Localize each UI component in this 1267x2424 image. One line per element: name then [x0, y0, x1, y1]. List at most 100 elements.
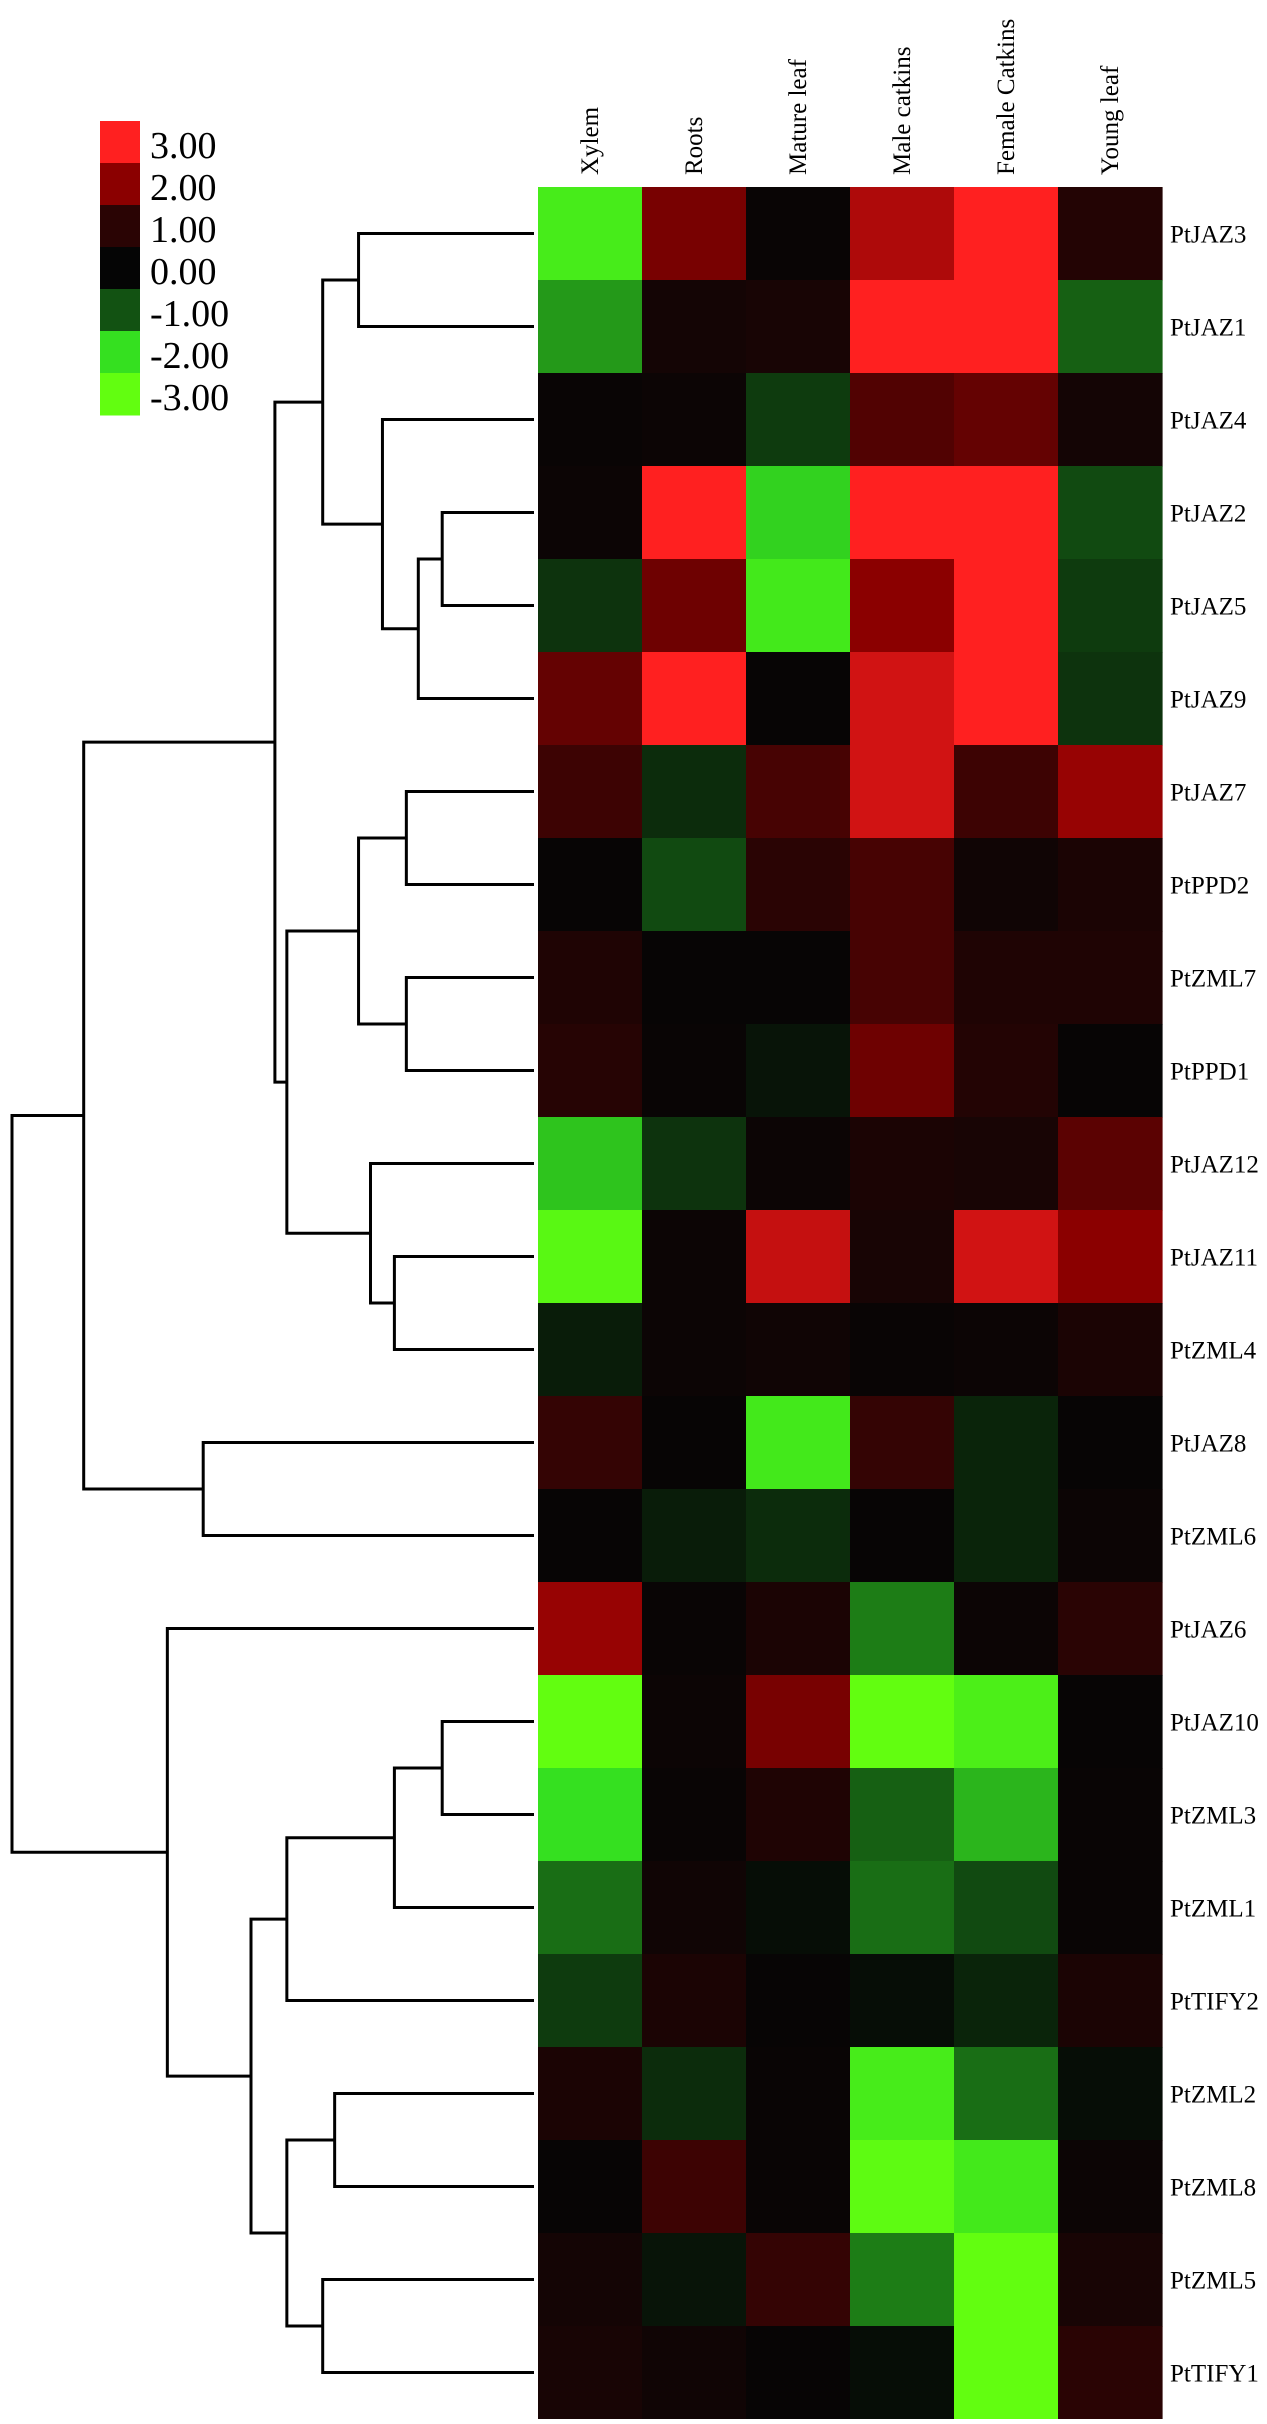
- heatmap-cell-pttify2-xylem: [538, 1954, 643, 2048]
- heatmap-cell-ptzml7-male-catkins: [850, 931, 955, 1025]
- heatmap-cell-ptzml3-female-catkins: [954, 1768, 1059, 1862]
- heatmap-cell-ptjaz3-male-catkins: [850, 187, 955, 281]
- heatmap-cell-ptjaz2-young-leaf: [1058, 466, 1163, 560]
- dendrogram-branch-20: [285, 2138, 335, 2328]
- heatmap-cell-ptjaz2-male-catkins: [850, 466, 955, 560]
- dendrogram-branch-7: [357, 836, 407, 1026]
- column-label-xylem: Xylem: [577, 106, 604, 175]
- heatmap-cell-ptppd2-young-leaf: [1058, 838, 1163, 932]
- heatmap-cell-ptzml8-male-catkins: [850, 2140, 955, 2234]
- dendrogram-branch-23: [10, 1114, 168, 1854]
- heatmap-cell-ptjaz7-xylem: [538, 745, 643, 839]
- heatmap-cell-pttify1-xylem: [538, 2326, 643, 2420]
- heatmap-cell-ptzml7-xylem: [538, 931, 643, 1025]
- heatmap-cell-ptjaz12-young-leaf: [1058, 1117, 1163, 1211]
- heatmap-cell-ptjaz10-xylem: [538, 1675, 643, 1769]
- row-label-ptzml8: PtZML8: [1170, 2175, 1256, 2202]
- heatmap-cell-pttify1-female-catkins: [954, 2326, 1059, 2420]
- heatmap-cell-ptzml6-young-leaf: [1058, 1489, 1163, 1583]
- heatmap-cell-pttify2-young-leaf: [1058, 1954, 1163, 2048]
- heatmap-cell-ptjaz12-mature-leaf: [746, 1117, 851, 1211]
- heatmap-cell-ptjaz6-xylem: [538, 1582, 643, 1676]
- dendrogram-branch-6: [404, 976, 534, 1072]
- dendrogram-branch-5: [404, 790, 534, 886]
- heatmap-cell-ptzml4-young-leaf: [1058, 1303, 1163, 1397]
- heatmap-cell-ptjaz1-mature-leaf: [746, 280, 851, 374]
- heatmap-cell-ptzml6-roots: [642, 1489, 747, 1583]
- heatmap-cell-ptzml8-young-leaf: [1058, 2140, 1163, 2234]
- heatmap-cell-ptjaz4-roots: [642, 373, 747, 467]
- heatmap-cell-ptjaz1-female-catkins: [954, 280, 1059, 374]
- heatmap-cell-ptjaz9-female-catkins: [954, 652, 1059, 746]
- column-label-roots: Roots: [681, 117, 708, 175]
- heatmap-cell-ptjaz2-female-catkins: [954, 466, 1059, 560]
- heatmap-cell-pttify1-mature-leaf: [746, 2326, 851, 2420]
- heatmap-cell-ptjaz10-young-leaf: [1058, 1675, 1163, 1769]
- heatmap-cell-pttify2-male-catkins: [850, 1954, 955, 2048]
- heatmap-cell-ptppd1-xylem: [538, 1024, 643, 1118]
- heatmap-cell-pttify2-female-catkins: [954, 1954, 1059, 2048]
- heatmap-cell-ptzml7-young-leaf: [1058, 931, 1163, 1025]
- heatmap-cell-ptjaz10-mature-leaf: [746, 1675, 851, 1769]
- row-label-ptjaz11: PtJAZ11: [1170, 1245, 1258, 1272]
- heatmap-cell-ptjaz5-roots: [642, 559, 747, 653]
- row-label-ptjaz2: PtJAZ2: [1170, 501, 1246, 528]
- row-label-ptzml4: PtZML4: [1170, 1338, 1257, 1365]
- heatmap-cell-ptzml1-male-catkins: [850, 1861, 955, 1955]
- heatmap-cell-ptjaz4-male-catkins: [850, 373, 955, 467]
- heatmap-cell-ptzml1-xylem: [538, 1861, 643, 1955]
- dendrogram-branch-19: [321, 2278, 534, 2374]
- heatmap-cell-ptjaz11-female-catkins: [954, 1210, 1059, 1304]
- heatmap-cell-ptjaz4-young-leaf: [1058, 373, 1163, 467]
- heatmap-cell-ptzml1-roots: [642, 1861, 747, 1955]
- heatmap-cell-ptzml8-xylem: [538, 2140, 643, 2234]
- heatmap-cell-ptzml5-mature-leaf: [746, 2233, 851, 2327]
- heatmap-cell-ptzml3-male-catkins: [850, 1768, 955, 1862]
- row-label-ptjaz5: PtJAZ5: [1170, 594, 1246, 621]
- heatmap-cell-ptjaz8-roots: [642, 1396, 747, 1490]
- dendrogram-branch-13: [201, 1441, 534, 1537]
- heatmap-cell-ptzml2-mature-leaf: [746, 2047, 851, 2141]
- heatmap-cell-ptjaz8-young-leaf: [1058, 1396, 1163, 1490]
- heatmap-cell-ptjaz7-mature-leaf: [746, 745, 851, 839]
- heatmap-cell-ptjaz7-female-catkins: [954, 745, 1059, 839]
- heatmap-cell-ptjaz8-xylem: [538, 1396, 643, 1490]
- heatmap-cell-ptjaz4-xylem: [538, 373, 643, 467]
- column-labels: Xylem Roots Mature leaf Male catkins Female …: [577, 19, 1124, 175]
- heatmap-cell-pttify2-mature-leaf: [746, 1954, 851, 2048]
- heatmap-cell-ptppd2-roots: [642, 838, 747, 932]
- heatmap-cell-ptzml8-female-catkins: [954, 2140, 1059, 2234]
- legend-label-1-00: 1.00: [150, 209, 217, 251]
- row-label-pttify2: PtTIFY2: [1170, 1989, 1259, 2016]
- dendrogram-branch-4: [357, 232, 534, 328]
- column-label-young-leaf: Young leaf: [1097, 65, 1124, 175]
- row-label-ptjaz3: PtJAZ3: [1170, 222, 1246, 249]
- row-label-ptzml6: PtZML6: [1170, 1524, 1256, 1551]
- dendrogram-branch-8: [392, 1255, 534, 1351]
- heatmap-cell-ptjaz12-male-catkins: [850, 1117, 955, 1211]
- heatmap-cell-ptzml6-mature-leaf: [746, 1489, 851, 1583]
- legend-label-3-00: 3.00: [150, 125, 217, 167]
- heatmap-cell-ptjaz9-roots: [642, 652, 747, 746]
- heatmap-cell-ptjaz7-male-catkins: [850, 745, 955, 839]
- heatmap-cell-ptjaz1-xylem: [538, 280, 643, 374]
- heatmap-cell-ptjaz5-male-catkins: [850, 559, 955, 653]
- legend-label-3-00: -3.00: [150, 377, 229, 419]
- legend-swatch-1-00: [100, 289, 140, 332]
- heatmap-cell-ptjaz10-female-catkins: [954, 1675, 1059, 1769]
- heatmap-cell-ptzml4-xylem: [538, 1303, 643, 1397]
- row-dendrogram: [10, 232, 534, 2374]
- heatmap-cell-ptjaz3-young-leaf: [1058, 187, 1163, 281]
- heatmap-cell-ptzml2-male-catkins: [850, 2047, 955, 2141]
- heatmap-cell-ptzml6-male-catkins: [850, 1489, 955, 1583]
- heatmap-cell-ptzml4-female-catkins: [954, 1303, 1059, 1397]
- dendrogram-branch-14: [82, 740, 275, 1491]
- heatmap-cell-ptzml5-male-catkins: [850, 2233, 955, 2327]
- row-label-ptjaz10: PtJAZ10: [1170, 1710, 1259, 1737]
- heatmap-cell-ptjaz2-xylem: [538, 466, 643, 560]
- heatmap-cell-ptzml2-female-catkins: [954, 2047, 1059, 2141]
- row-label-ptppd1: PtPPD1: [1170, 1059, 1249, 1086]
- heatmap-cell-ptjaz12-xylem: [538, 1117, 643, 1211]
- dendrogram-branch-21: [249, 1917, 287, 2235]
- dendrogram-branch-2: [416, 557, 534, 700]
